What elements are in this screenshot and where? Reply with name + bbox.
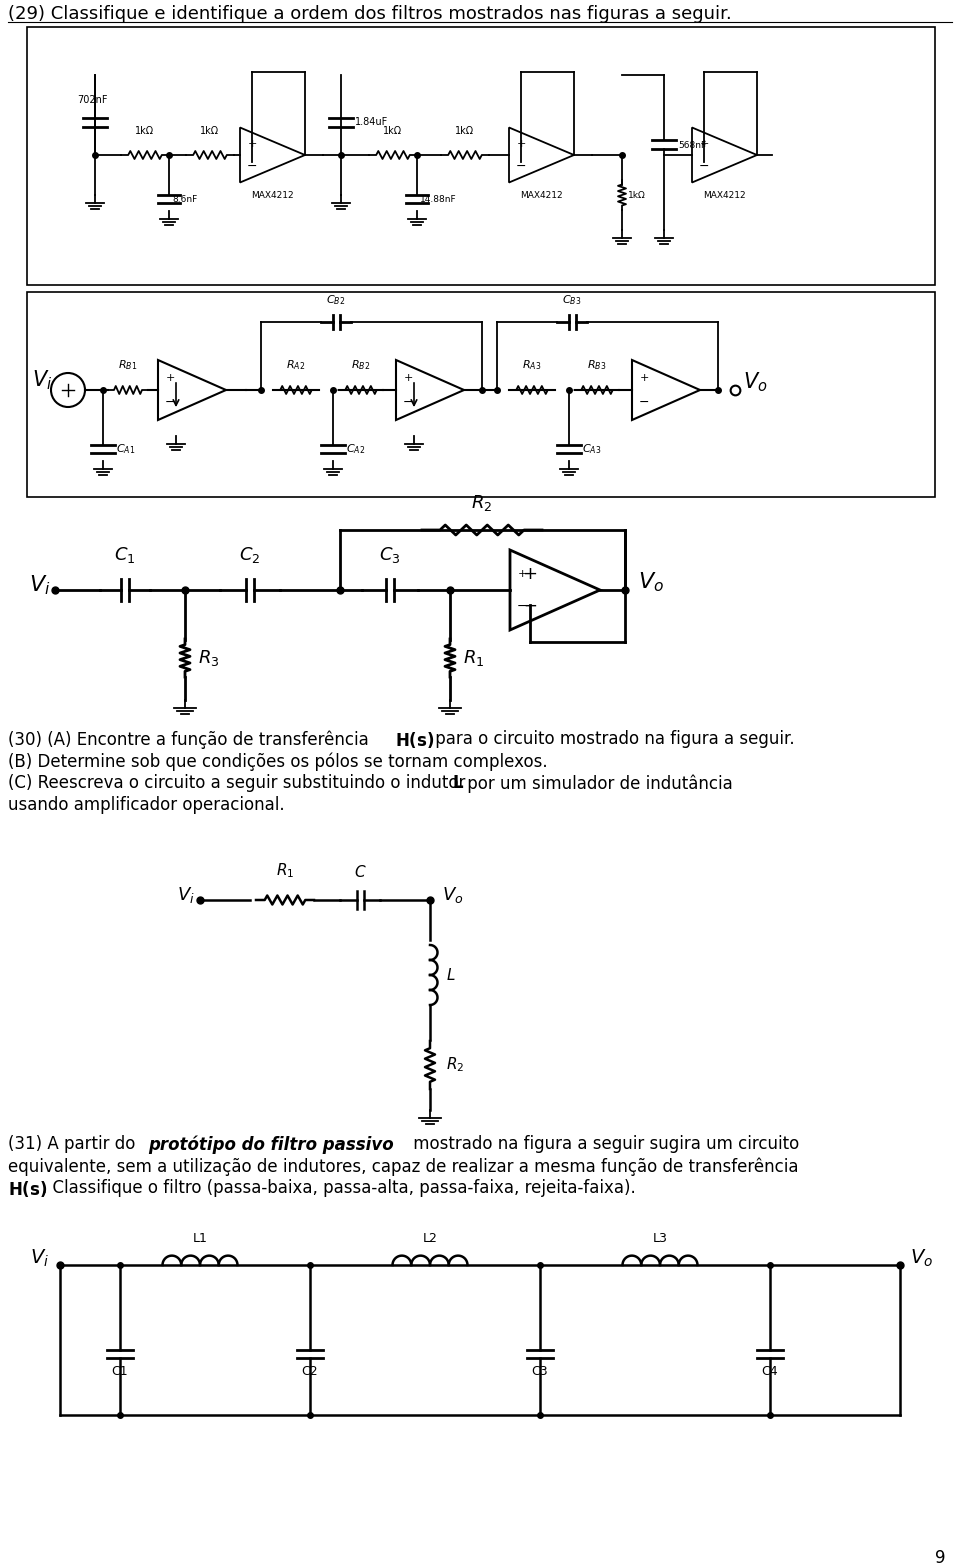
Text: $C_{A3}$: $C_{A3}$ [582,442,601,456]
Text: C2: C2 [301,1366,319,1378]
Text: (30) (A) Encontre a função de transferência: (30) (A) Encontre a função de transferên… [8,731,374,748]
Text: $C_1$: $C_1$ [114,546,135,564]
Text: . Classifique o filtro (passa-baixa, passa-alta, passa-faixa, rejeita-faixa).: . Classifique o filtro (passa-baixa, pas… [42,1179,636,1196]
Text: $\mathbf{H(s)}$: $\mathbf{H(s)}$ [395,731,435,750]
Text: 1kΩ: 1kΩ [135,125,155,136]
Text: $R_3$: $R_3$ [198,648,220,668]
Text: 1kΩ: 1kΩ [628,190,646,199]
Text: $V_o$: $V_o$ [442,884,464,905]
Text: +: + [699,140,708,149]
Text: $C_{B2}$: $C_{B2}$ [326,293,346,307]
Text: +: + [165,373,175,383]
Text: $R_{B1}$: $R_{B1}$ [118,358,137,372]
Text: 1kΩ: 1kΩ [201,125,220,136]
Text: $V_i$: $V_i$ [178,884,195,905]
Text: +: + [403,373,413,383]
Text: $V_i$: $V_i$ [29,574,50,597]
Text: C3: C3 [532,1366,548,1378]
Text: $R_1$: $R_1$ [276,861,294,880]
Text: usando amplificador operacional.: usando amplificador operacional. [8,797,284,814]
Text: +: + [639,373,649,383]
Text: $R_{B2}$: $R_{B2}$ [351,358,371,372]
Text: −: − [247,160,257,172]
Text: protótipo do filtro passivo: protótipo do filtro passivo [148,1135,394,1154]
Text: $\mathbf{H(s)}$: $\mathbf{H(s)}$ [8,1179,48,1200]
Text: $C_{A1}$: $C_{A1}$ [116,442,135,456]
Text: 1.84uF: 1.84uF [355,118,388,127]
Text: 1kΩ: 1kΩ [455,125,474,136]
Text: +: + [517,569,527,579]
Text: 14.88nF: 14.88nF [420,194,457,204]
Text: −: − [638,395,649,409]
Text: $\mathbf{L}$: $\mathbf{L}$ [452,775,464,792]
Text: +: + [516,140,526,149]
Text: equivalente, sem a utilização de indutores, capaz de realizar a mesma função de : equivalente, sem a utilização de indutor… [8,1157,799,1176]
Text: $C$: $C$ [353,864,367,880]
Text: $R_{B3}$: $R_{B3}$ [588,358,607,372]
Text: por um simulador de indutância: por um simulador de indutância [462,775,732,792]
Text: −: − [699,160,709,172]
Text: 9: 9 [935,1549,946,1566]
Text: $R_{A2}$: $R_{A2}$ [286,358,305,372]
Text: mostrado na figura a seguir sugira um circuito: mostrado na figura a seguir sugira um ci… [408,1135,800,1152]
Text: $C_3$: $C_3$ [379,546,400,564]
Text: −: − [165,395,176,409]
Text: L3: L3 [653,1232,667,1245]
Text: +: + [522,564,538,583]
Text: MAX4212: MAX4212 [519,190,563,199]
Text: MAX4212: MAX4212 [251,190,294,199]
Text: −: − [403,395,413,409]
Bar [27,292,935,497]
Text: $V_o$: $V_o$ [638,571,664,594]
Text: $R_2$: $R_2$ [446,1055,465,1074]
Text: para o circuito mostrado na figura a seguir.: para o circuito mostrado na figura a seg… [430,731,795,748]
Text: $L$: $L$ [446,967,456,983]
Text: $C_{B3}$: $C_{B3}$ [563,293,582,307]
Text: L1: L1 [193,1232,207,1245]
Text: (29) Classifique e identifique a ordem dos filtros mostrados nas figuras a segui: (29) Classifique e identifique a ordem d… [8,5,732,24]
Text: L2: L2 [422,1232,438,1245]
Text: (31) A partir do: (31) A partir do [8,1135,140,1152]
Text: (B) Determine sob que condições os pólos se tornam complexos.: (B) Determine sob que condições os pólos… [8,753,547,770]
Text: (C) Reescreva o circuito a seguir substituindo o indutor: (C) Reescreva o circuito a seguir substi… [8,775,470,792]
Bar [27,27,935,285]
Text: $C_2$: $C_2$ [239,546,261,564]
Text: +: + [248,140,256,149]
Text: $V_o$: $V_o$ [910,1248,933,1269]
Text: 8.6nF: 8.6nF [172,194,197,204]
Text: $V_o$: $V_o$ [743,370,768,394]
Text: −: − [516,160,526,172]
Text: $R_1$: $R_1$ [463,648,485,668]
Text: $C_{A2}$: $C_{A2}$ [346,442,365,456]
Text: 702nF: 702nF [77,96,108,105]
Text: MAX4212: MAX4212 [703,190,745,199]
Text: $V_i$: $V_i$ [30,1248,49,1269]
Text: −: − [523,597,537,615]
Text: $V_i$: $V_i$ [32,368,52,392]
Text: $R_2$: $R_2$ [471,492,492,513]
Text: 568nF: 568nF [678,141,707,149]
Text: −: − [516,599,527,613]
Text: 1kΩ: 1kΩ [383,125,402,136]
Text: C1: C1 [111,1366,129,1378]
Text: $R_{A3}$: $R_{A3}$ [522,358,541,372]
Text: C4: C4 [761,1366,779,1378]
